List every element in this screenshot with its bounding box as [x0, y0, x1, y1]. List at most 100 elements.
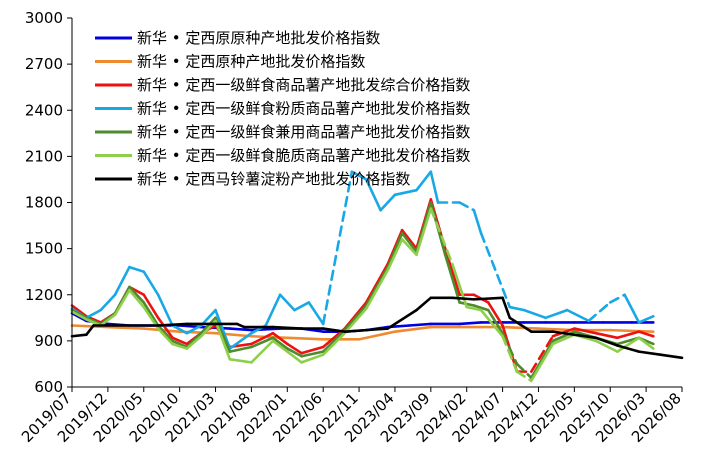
series-3-segment [85, 308, 103, 320]
series-3-segment [565, 308, 591, 323]
series-4-segment [300, 350, 325, 358]
series-5-segment [429, 207, 454, 266]
series-3-segment [113, 265, 131, 297]
series-2-segment [400, 228, 418, 250]
series-5-segment [214, 319, 232, 361]
series-5-segment [637, 336, 655, 350]
series-2-segment [364, 262, 390, 304]
series-3-segment [264, 293, 282, 327]
legend-label: 新华 • 定西一级鲜食商品薯产地批发综合价格指数 [137, 76, 470, 94]
series-1-segment [285, 336, 325, 341]
series-5-segment [271, 339, 289, 353]
series-4-segment [386, 231, 404, 269]
series-2-segment [616, 330, 641, 340]
y-tick-label: 900 [34, 332, 63, 350]
series-4-segment [185, 331, 203, 349]
series-4-segment [486, 308, 504, 335]
series-3-segment [379, 193, 397, 212]
series-6-segment [616, 344, 641, 353]
legend-label: 新华 • 定西一级鲜食粉质商品薯产地批发价格指数 [137, 100, 470, 118]
series-4-segment [321, 328, 347, 353]
series-3-segment [171, 324, 189, 335]
series-5-segment [415, 207, 433, 257]
series-3-segment [350, 170, 368, 181]
series-3-segment [472, 208, 483, 235]
series-5-segment [386, 238, 404, 272]
series-6-segment [156, 322, 189, 327]
y-tick-label: 2100 [25, 147, 63, 165]
series-2-segment [443, 247, 461, 297]
legend-label: 新华 • 定西马铃薯淀粉产地批发价格指数 [137, 170, 410, 188]
series-5-segment [250, 339, 275, 364]
series-5-segment [479, 308, 504, 338]
y-tick-label: 3000 [25, 9, 63, 27]
series-6-segment [70, 333, 88, 338]
series-4-segment [85, 316, 103, 326]
series-5-segment [594, 339, 619, 353]
series-5-segment [515, 370, 533, 383]
series-6-segment [659, 353, 684, 360]
series-5-segment [128, 288, 146, 309]
series-5-segment [551, 333, 576, 346]
series-3-segment [128, 265, 146, 273]
series-6-segment [85, 324, 95, 337]
series-5-segment [70, 310, 88, 321]
series-0-segment [228, 327, 253, 332]
series-2-segment [250, 331, 275, 346]
series-3-segment [522, 308, 547, 320]
series-6-segment [271, 325, 303, 330]
series-5-segment [364, 268, 390, 310]
series-4-segment [228, 345, 253, 353]
series-6-segment [235, 322, 246, 329]
y-tick-label: 1800 [25, 194, 63, 212]
series-6-segment [637, 350, 662, 357]
series-1-segment [106, 325, 146, 330]
y-tick-label: 2400 [25, 101, 63, 119]
series-5-segment [156, 327, 174, 346]
series-2-segment [285, 342, 303, 355]
series-5-segment [321, 331, 347, 357]
series-3-segment [623, 293, 641, 324]
legend-label: 新华 • 定西原种产地批发价格指数 [137, 53, 365, 71]
series-4-segment [400, 231, 418, 253]
series-4-segment [128, 285, 146, 304]
series-4-segment [364, 265, 390, 307]
series-3-segment [608, 293, 626, 304]
series-3-segment [479, 231, 512, 309]
series-6-segment [594, 336, 619, 347]
y-tick-label: 600 [34, 378, 63, 396]
series-4-segment [70, 308, 88, 320]
series-2-segment [573, 327, 598, 335]
series-6-segment [386, 308, 418, 330]
series-3-segment [307, 301, 325, 326]
series-6-segment [321, 327, 347, 333]
series-4-segment [501, 331, 519, 366]
series-4-segment [250, 336, 275, 349]
series-5-segment [171, 342, 189, 350]
series-3-segment [429, 170, 440, 204]
series-6-segment [472, 296, 504, 301]
series-5-segment [113, 288, 131, 317]
series-3-segment [142, 270, 160, 297]
series-0-segment [70, 311, 88, 323]
series-5-segment [99, 313, 117, 327]
series-3-segment [458, 201, 476, 212]
series-3-segment [185, 324, 203, 335]
series-1-segment [501, 325, 540, 330]
series-4-segment [271, 336, 289, 350]
series-2-segment [142, 293, 160, 320]
legend-label: 新华 • 定西原原种产地批发价格指数 [137, 29, 380, 47]
series-5-segment [300, 353, 325, 364]
series-4-segment [472, 304, 490, 312]
series-6-segment [508, 316, 533, 333]
axes: 60090012001500180021002400270030002019/0… [18, 9, 685, 446]
y-tick-label: 1500 [25, 240, 63, 258]
series-2-segment [171, 336, 189, 346]
series-4-segment [171, 339, 189, 349]
legend-label: 新华 • 定西一级鲜食脆质商品薯产地批发价格指数 [137, 147, 470, 165]
series-3-segment [278, 293, 296, 312]
series-6-segment [501, 296, 512, 320]
series-4-segment [443, 253, 461, 304]
